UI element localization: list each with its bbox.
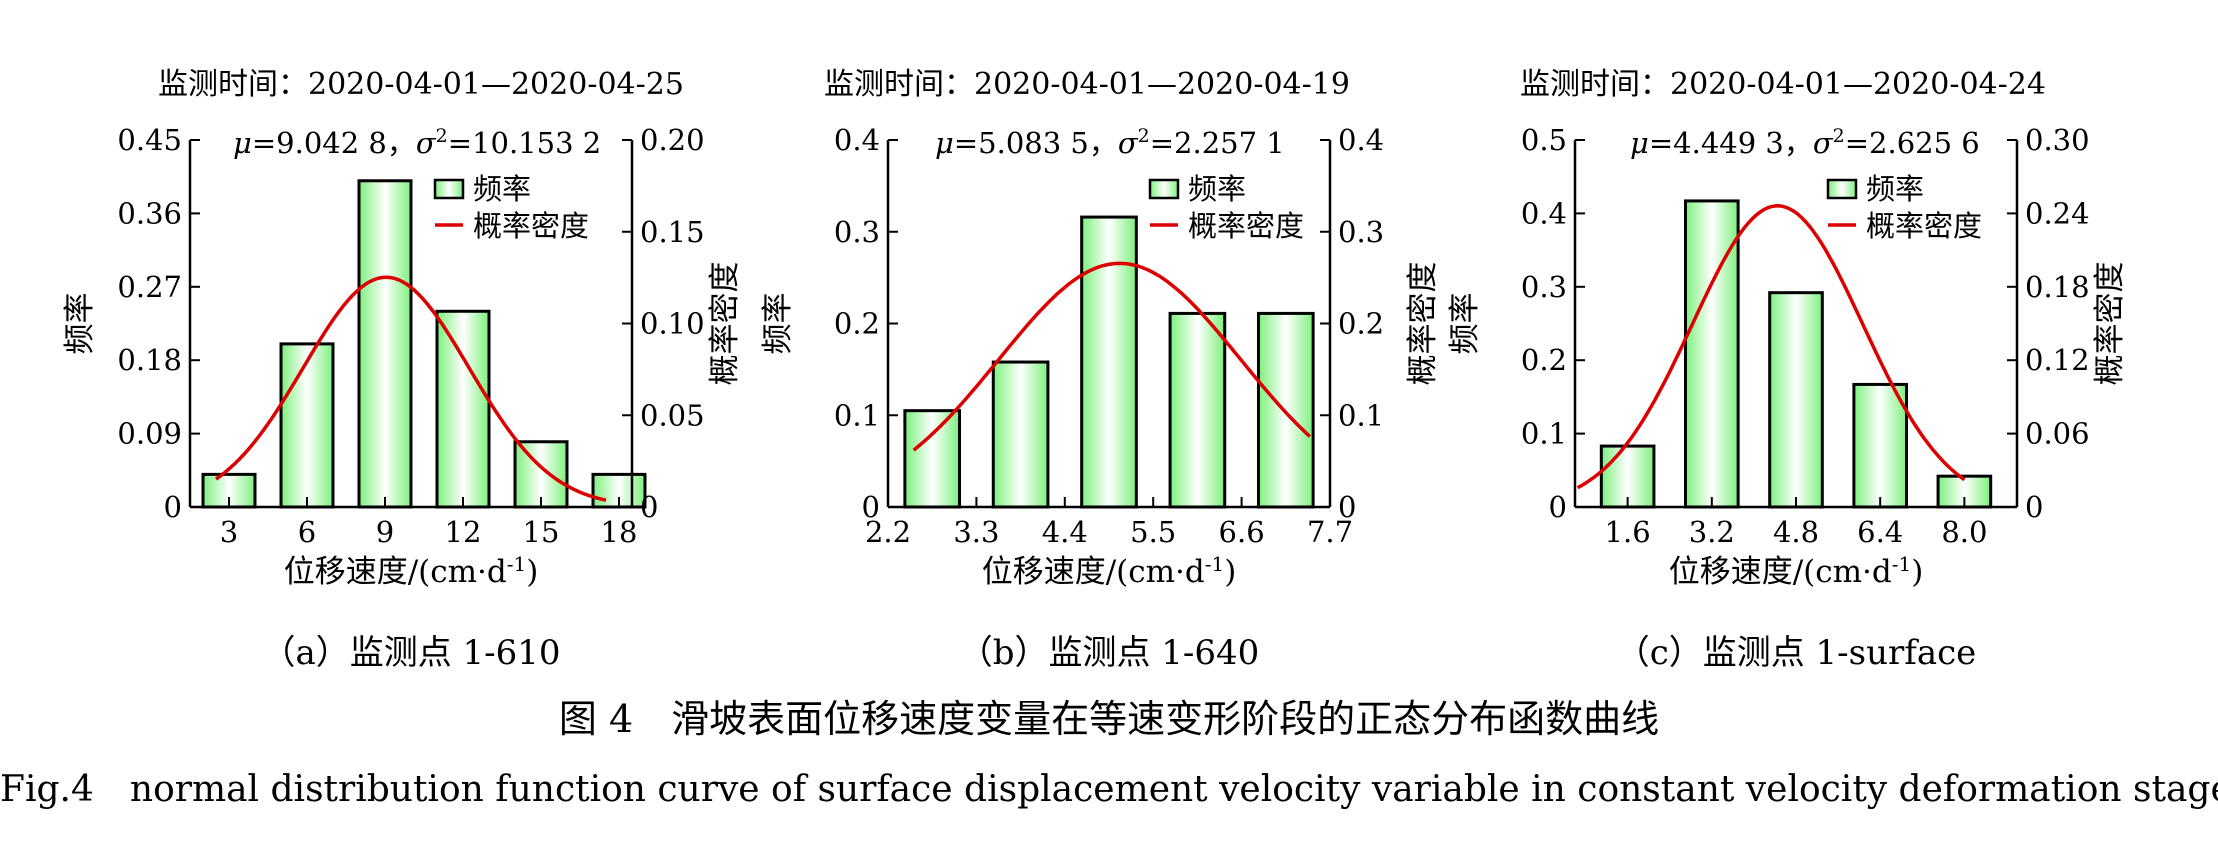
histogram-bar [1852,382,1909,509]
x-tick-label: 3.2 [1689,515,1735,549]
right-y-axis-title: 概率密度 [707,262,743,386]
right-y-tick-label: 0.15 [640,215,705,249]
histogram-bar [1080,215,1138,509]
legend-label-frequency: 频率 [1188,172,1246,206]
histogram-bar [201,472,257,509]
histogram-bar [279,342,335,509]
x-tick-label: 7.7 [1307,515,1353,549]
right-y-axis-title: 概率密度 [1405,262,1441,386]
x-axis-title: 位移速度/(cm·d-1) [1669,552,1924,590]
left-y-tick-label: 0.5 [1521,123,1567,157]
chart-title: 监测时间：2020-04-01—2020-04-25 [158,67,684,102]
histogram-bar [1768,291,1824,509]
left-y-tick-label: 0.4 [834,123,880,157]
probability-density-curve [214,275,607,502]
right-y-tick-label: 0.10 [640,307,705,341]
right-y-tick-label: 0.12 [2025,343,2090,377]
left-y-tick-label: 0.3 [834,215,880,249]
legend-label-density: 概率密度 [1866,209,1982,243]
distribution-stats: μ=4.449 3，σ2=2.625 6 [1630,125,1980,160]
left-y-tick-label: 0.1 [834,398,880,432]
left-y-tick-label: 0.27 [117,270,182,304]
legend-label-density: 概率密度 [1188,209,1304,243]
right-y-tick-label: 0.06 [2025,417,2090,451]
x-tick-label: 12 [445,515,482,549]
right-y-tick-label: 0.24 [2025,196,2090,230]
histogram-bar [357,179,413,509]
right-y-tick-label: 0.1 [1338,398,1384,432]
histogram-bar [1599,444,1656,509]
legend-bar-swatch [1826,178,1858,200]
right-y-tick-label: 0.05 [640,398,705,432]
chart-title: 监测时间：2020-04-01—2020-04-19 [824,67,1350,102]
histogram-bar [1168,311,1227,509]
left-y-axis-title: 频率 [760,293,796,355]
left-y-tick-label: 0.2 [1521,343,1567,377]
right-y-tick-label: 0.3 [1338,215,1384,249]
figure-caption-english: Fig.4 normal distribution function curve… [0,769,2218,810]
probability-density-curve [1576,204,1966,490]
left-y-tick-label: 0 [164,490,182,524]
chart-panel-a: 监测时间：2020-04-01—2020-04-25 0 0.09 0.18 0.27 0… [62,67,743,673]
left-y-tick-label: 0.18 [117,343,182,377]
probability-density-curve [912,261,1312,452]
right-y-tick-label: 0.2 [1338,307,1384,341]
distribution-stats: μ=9.042 8，σ2=10.153 2 [233,125,601,160]
x-tick-label: 6.6 [1219,515,1265,549]
left-y-axis-title: 频率 [62,293,98,355]
right-y-tick-label: 0.20 [640,123,705,157]
chart-panel-b: 监测时间：2020-04-01—2020-04-19 0 0.1 0.2 0.3 0.4 0… [760,67,1441,673]
left-y-tick-label: 0.45 [117,123,182,157]
distribution-stats: μ=5.083 5，σ2=2.257 1 [935,125,1285,160]
x-tick-label: 5.5 [1130,515,1176,549]
x-axis-title: 位移速度/(cm·d-1) [284,552,539,590]
left-y-tick-label: 0 [1549,490,1567,524]
x-tick-label: 3 [220,515,238,549]
subfigure-caption: （c）监测点 1-surface [1616,633,1977,673]
right-y-axis-title: 概率密度 [2092,262,2128,386]
left-y-tick-label: 0.3 [1521,270,1567,304]
x-tick-label: 6 [298,515,316,549]
right-y-tick-label: 0.30 [2025,123,2090,157]
x-axis-title: 位移速度/(cm·d-1) [982,552,1237,590]
right-y-tick-label: 0.18 [2025,270,2090,304]
x-tick-label: 15 [523,515,560,549]
histogram-bar [991,360,1050,509]
left-y-tick-label: 0.36 [117,196,182,230]
left-y-axis-title: 频率 [1447,293,1483,355]
histogram-bar [435,309,491,509]
histogram-bar [903,409,962,509]
x-tick-label: 6.4 [1857,515,1903,549]
left-y-tick-label: 0.2 [834,307,880,341]
right-y-tick-label: 0 [2025,490,2043,524]
legend-label-frequency: 频率 [1866,172,1924,206]
figure-caption-chinese: 图 4 滑坡表面位移速度变量在等速变形阶段的正态分布函数曲线 [558,697,1660,741]
legend-label-frequency: 频率 [473,172,531,206]
x-tick-label: 8.0 [1941,515,1987,549]
x-tick-label: 3.3 [953,515,999,549]
chart-panel-c: 监测时间：2020-04-01—2020-04-24 0 0.1 0.2 0.3 0.4 0… [1447,67,2128,673]
left-y-tick-label: 0.1 [1521,417,1567,451]
x-tick-label: 9 [376,515,394,549]
right-y-tick-label: 0 [1338,490,1356,524]
right-y-tick-label: 0 [640,490,658,524]
left-y-tick-label: 0.09 [117,417,182,451]
left-y-tick-label: 0 [862,490,880,524]
left-y-tick-label: 0.4 [1521,196,1567,230]
x-tick-label: 18 [601,515,638,549]
chart-title: 监测时间：2020-04-01—2020-04-24 [1520,67,2046,102]
subfigure-caption: （a）监测点 1-610 [261,633,560,673]
legend-label-density: 概率密度 [473,209,589,243]
x-tick-label: 4.4 [1042,515,1088,549]
x-tick-label: 2.2 [865,515,911,549]
right-y-tick-label: 0.4 [1338,123,1384,157]
legend-bar-swatch [1148,178,1180,200]
subfigure-caption: （b）监测点 1-640 [959,633,1260,673]
x-tick-label: 1.6 [1605,515,1651,549]
x-tick-label: 4.8 [1773,515,1819,549]
legend-bar-swatch [433,178,465,200]
